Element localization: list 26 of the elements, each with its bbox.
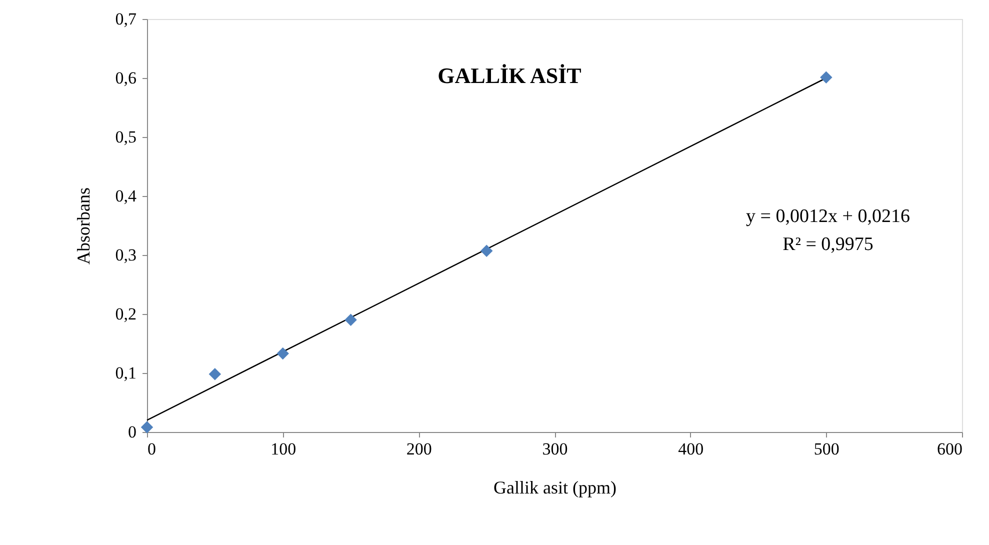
- y-tick-label: 0,2: [115, 304, 136, 324]
- y-tick-label: 0,1: [115, 364, 136, 382]
- point: [208, 368, 222, 380]
- annotation: y = 0,0012x + 0,0216: [746, 206, 910, 227]
- x-axis-title: Gallik asit (ppm): [494, 478, 616, 498]
- y-tick-label: 0,5: [115, 128, 136, 146]
- y-tick-label: 0: [128, 422, 136, 442]
- x-tick-label: 400: [678, 440, 704, 458]
- x-tick-label: 0: [148, 440, 156, 458]
- x-tick-label: 200: [406, 440, 432, 458]
- x-tick-label: 600: [937, 440, 962, 458]
- text: GALLİK ASİT: [438, 63, 582, 88]
- point: [276, 347, 289, 360]
- y-tick-label: 0,7: [115, 10, 137, 28]
- x-tick-label: 500: [814, 440, 840, 458]
- point: [344, 314, 357, 326]
- point: [140, 421, 154, 434]
- y-tick-label: 0,6: [115, 68, 136, 88]
- y-tick-label: 0,3: [115, 246, 136, 264]
- point: [480, 244, 493, 257]
- y-tick-label: 0,4: [115, 186, 137, 206]
- annotation: R² = 0,9975: [782, 234, 874, 255]
- x-tick-label: 300: [542, 440, 568, 458]
- x-tick-label: 100: [270, 440, 296, 458]
- point: [820, 71, 832, 84]
- y-axis-title: Absorbans: [73, 188, 94, 264]
